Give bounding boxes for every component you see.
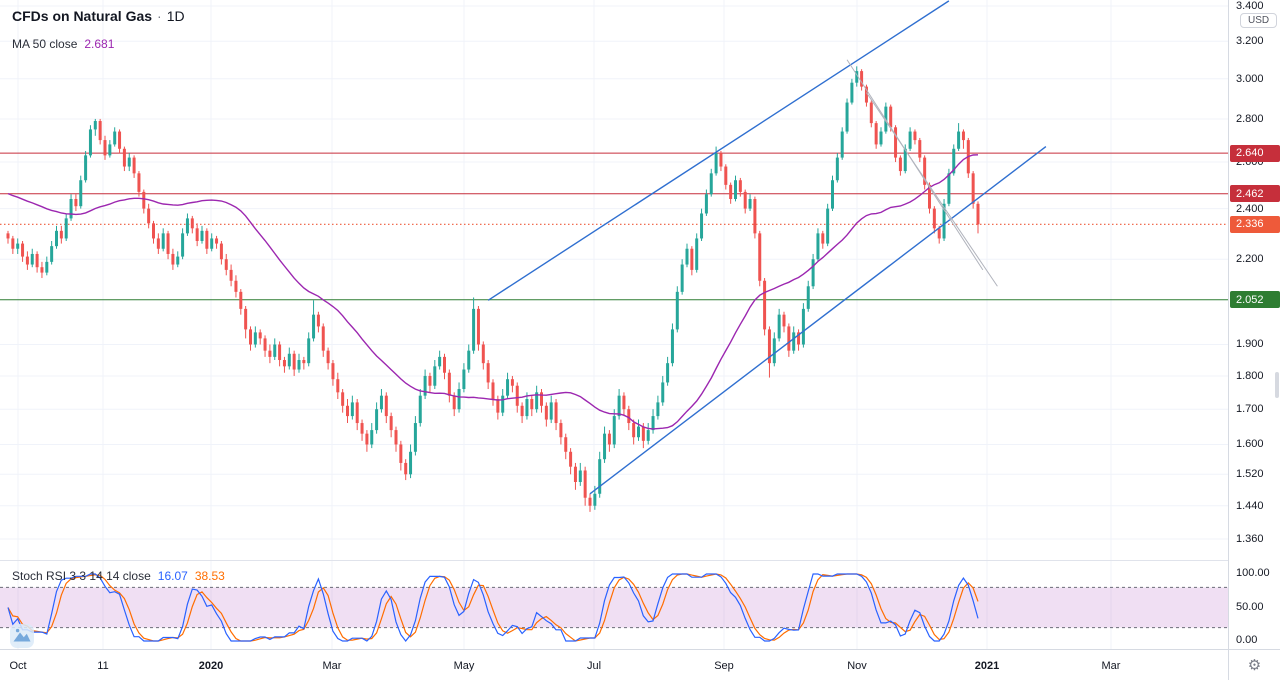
candles[interactable]: [6, 66, 980, 512]
price-tick: 1.520: [1236, 468, 1264, 481]
time-tick: Mar: [322, 660, 342, 672]
falling-channel-lower[interactable]: [866, 92, 998, 287]
time-axis[interactable]: Oct 11 2020 Mar May Jul Sep Nov 2021 Mar: [0, 649, 1228, 680]
time-tick: Jul: [586, 660, 602, 672]
price-tick: 1.800: [1236, 369, 1264, 382]
ma-50-line[interactable]: [7, 154, 979, 430]
stoch-d-line: [7, 573, 979, 642]
axis-corner: ⚙: [1228, 649, 1280, 680]
time-tick: Sep: [714, 660, 734, 672]
interval-label[interactable]: 1D: [166, 8, 185, 24]
stoch-k-value: 16.07: [157, 569, 188, 583]
ascending-channel-lower[interactable]: [589, 146, 1047, 495]
main-price-pane[interactable]: CFDs on Natural Gas · 1D MA 50 close 2.681: [0, 0, 1228, 560]
stoch-band: [0, 587, 1228, 628]
ma-legend-row[interactable]: MA 50 close 2.681: [12, 37, 185, 51]
symbol-title-row[interactable]: CFDs on Natural Gas · 1D: [12, 8, 185, 24]
stoch-rsi-canvas[interactable]: [0, 561, 1228, 649]
ascending-channel-upper[interactable]: [487, 0, 950, 301]
price-badge-2.462[interactable]: 2.462: [1230, 185, 1280, 203]
chart-legend: CFDs on Natural Gas · 1D MA 50 close 2.681: [12, 8, 185, 51]
scrollbar-thumb[interactable]: [1275, 372, 1279, 398]
main-chart-canvas[interactable]: [0, 0, 1228, 560]
indicator-params: 3 3 14 14 close: [69, 569, 151, 583]
stoch-k-line: [7, 573, 979, 642]
price-tick: 1.900: [1236, 338, 1264, 351]
price-badge-2.640[interactable]: 2.640: [1230, 144, 1280, 162]
price-tick: 2.400: [1236, 202, 1264, 215]
price-badge-2.052[interactable]: 2.052: [1230, 291, 1280, 309]
symbol-name[interactable]: CFDs on Natural Gas: [12, 8, 153, 24]
tradingview-logo[interactable]: [10, 624, 34, 648]
time-tick: May: [453, 660, 475, 672]
price-tick: 1.600: [1236, 438, 1264, 451]
price-badge-2.336[interactable]: 2.336: [1230, 215, 1280, 233]
time-tick: Oct: [9, 660, 27, 672]
price-tick: 2.800: [1236, 112, 1264, 125]
settings-gear-icon[interactable]: ⚙: [1247, 656, 1262, 674]
price-axis[interactable]: USD 3.400 3.200 3.000 2.800 2.600 2.400 2.200 1…: [1228, 0, 1280, 680]
title-separator: ·: [157, 8, 162, 24]
mountain-logo-icon: [10, 624, 34, 648]
time-tick: 2020: [198, 660, 224, 672]
price-tick: 2.200: [1236, 253, 1264, 266]
stoch-axis-tick: 0.00: [1236, 634, 1258, 646]
stoch-axis-tick: 100.00: [1236, 567, 1270, 579]
ma-label: MA 50 close: [12, 37, 78, 51]
ma-value: 2.681: [84, 37, 115, 51]
stoch-rsi-pane[interactable]: Stoch RSI 3 3 14 14 close 16.07 38.53: [0, 560, 1228, 649]
price-tick: 3.000: [1236, 72, 1264, 85]
price-tick: 1.700: [1236, 403, 1264, 416]
indicator-name: Stoch RSI: [12, 569, 67, 583]
currency-badge[interactable]: USD: [1240, 13, 1278, 28]
price-tick: 3.200: [1236, 35, 1264, 48]
time-tick: Mar: [1101, 660, 1121, 672]
price-tick: 3.400: [1236, 0, 1264, 12]
price-tick: 1.360: [1236, 533, 1264, 545]
stoch-d-value: 38.53: [194, 569, 225, 583]
time-tick: 2021: [974, 660, 1000, 672]
stoch-axis-tick: 50.00: [1236, 600, 1264, 613]
stoch-rsi-legend[interactable]: Stoch RSI 3 3 14 14 close 16.07 38.53: [12, 569, 225, 583]
time-tick: 11: [97, 660, 109, 672]
time-tick: Nov: [847, 660, 867, 672]
price-tick: 1.440: [1236, 499, 1264, 512]
